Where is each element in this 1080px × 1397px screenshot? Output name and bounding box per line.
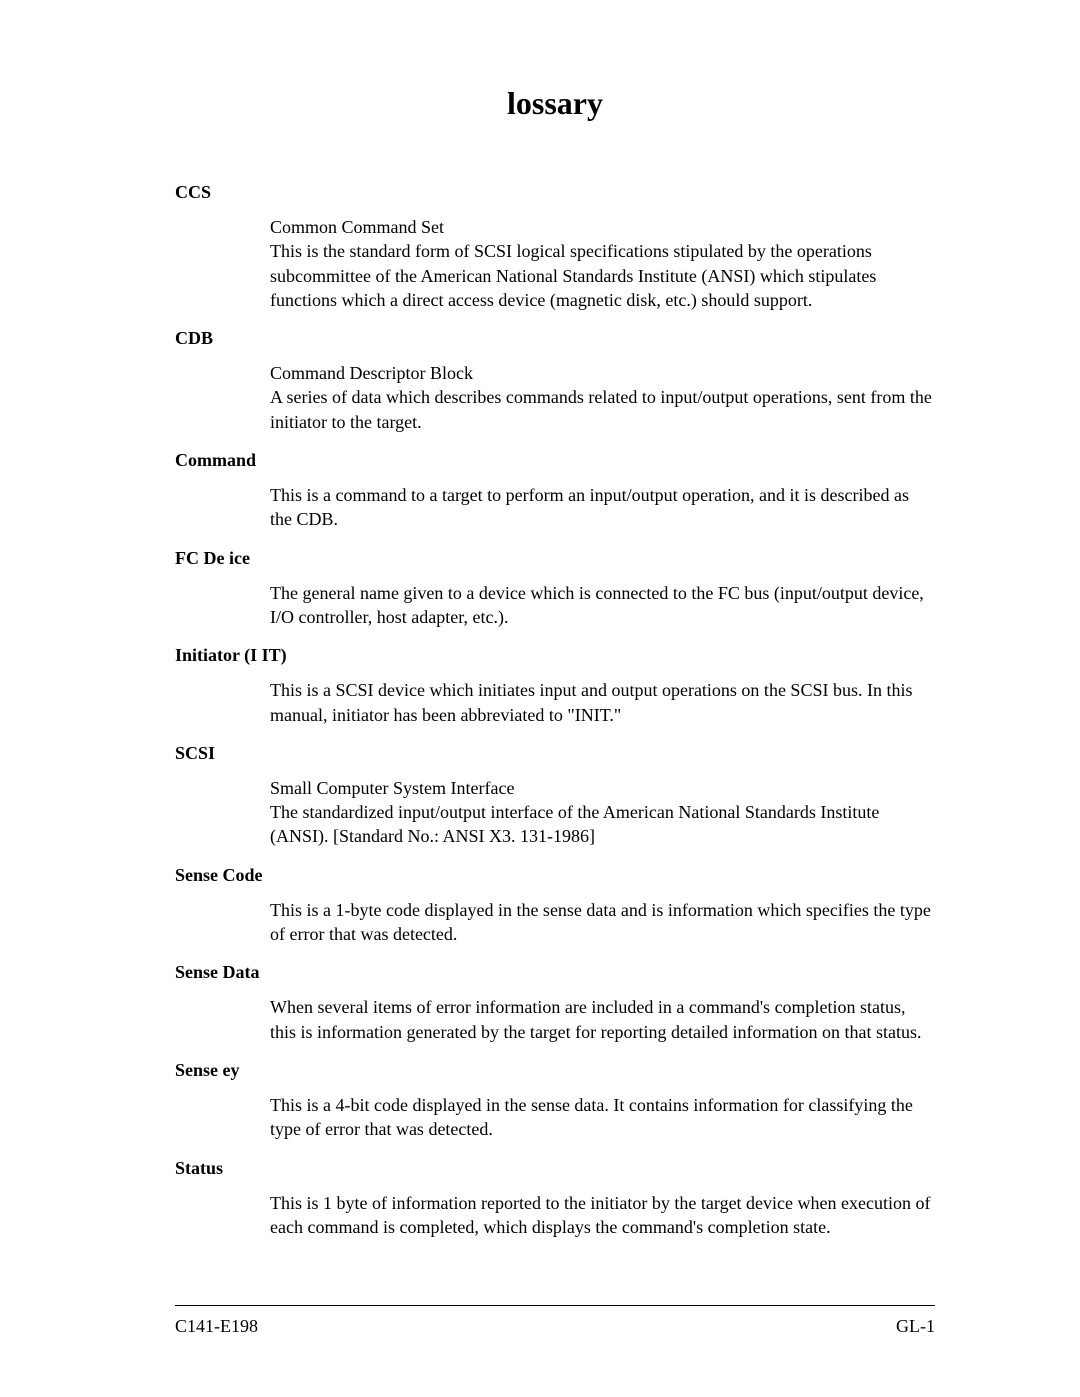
page-footer: C141-E198 GL-1 xyxy=(175,1305,935,1337)
footer-left: C141-E198 xyxy=(175,1316,258,1337)
glossary-entry: Sense ey This is a 4-bit code displayed i… xyxy=(175,1060,935,1152)
glossary-entry: CDB Command Descriptor Block A series of … xyxy=(175,328,935,444)
glossary-entry: FC De ice The general name given to a dev… xyxy=(175,548,935,640)
glossary-entry: Sense Data When several items of error in… xyxy=(175,962,935,1054)
glossary-entry: Sense Code This is a 1-byte code displaye… xyxy=(175,865,935,957)
glossary-definition: The general name given to a device which… xyxy=(175,581,935,630)
glossary-entry: CCS Common Command Set This is the standa… xyxy=(175,182,935,322)
glossary-entry: Command This is a command to a target to … xyxy=(175,450,935,542)
glossary-term: FC De ice xyxy=(175,548,935,569)
page-title: lossary xyxy=(175,85,935,122)
glossary-list: CCS Common Command Set This is the standa… xyxy=(175,182,935,1255)
glossary-term: CCS xyxy=(175,182,935,203)
glossary-definition: This is a SCSI device which initiates in… xyxy=(175,678,935,727)
glossary-term: SCSI xyxy=(175,743,935,764)
glossary-term: Status xyxy=(175,1158,935,1179)
glossary-term: CDB xyxy=(175,328,935,349)
glossary-term: Sense ey xyxy=(175,1060,935,1081)
glossary-term: Initiator (I IT) xyxy=(175,645,935,666)
glossary-entry: Initiator (I IT) This is a SCSI device wh… xyxy=(175,645,935,737)
glossary-definition: This is a 4-bit code displayed in the se… xyxy=(175,1093,935,1142)
glossary-definition: Small Computer System Interface The stan… xyxy=(175,776,935,849)
glossary-definition: This is a 1-byte code displayed in the s… xyxy=(175,898,935,947)
glossary-entry: SCSI Small Computer System Interface The … xyxy=(175,743,935,859)
glossary-definition: Common Command Set This is the standard … xyxy=(175,215,935,312)
glossary-term: Command xyxy=(175,450,935,471)
glossary-entry: Status This is 1 byte of information repo… xyxy=(175,1158,935,1250)
footer-right: GL-1 xyxy=(896,1316,935,1337)
glossary-term: Sense Data xyxy=(175,962,935,983)
glossary-definition: When several items of error information … xyxy=(175,995,935,1044)
glossary-definition: Command Descriptor Block A series of dat… xyxy=(175,361,935,434)
glossary-term: Sense Code xyxy=(175,865,935,886)
glossary-definition: This is a command to a target to perform… xyxy=(175,483,935,532)
glossary-definition: This is 1 byte of information reported t… xyxy=(175,1191,935,1240)
